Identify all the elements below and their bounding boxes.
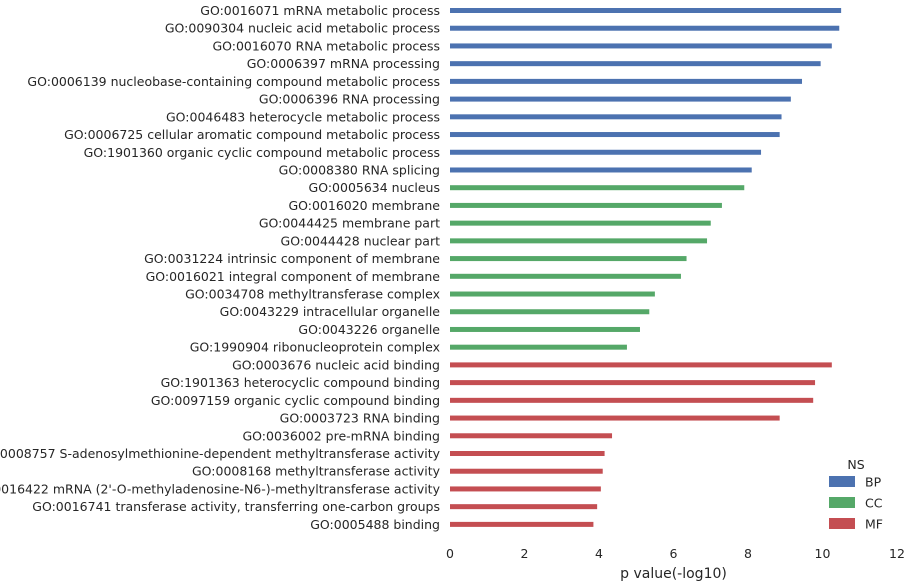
x-tick-label: 10: [815, 546, 831, 561]
x-tick-labels: 0 2 4 6 8 10 12: [446, 546, 905, 561]
bar-cc: [450, 309, 650, 315]
x-tick-label: 0: [446, 546, 454, 561]
bar-cc: [450, 220, 711, 226]
x-axis-title: p value(-log10): [620, 566, 727, 582]
category-label: GO:0016071 mRNA metabolic process: [200, 3, 440, 18]
category-label: GO:0097159 organic cyclic compound bindi…: [151, 393, 440, 408]
bar-mf: [450, 433, 613, 439]
legend-swatch-mf: [829, 518, 855, 529]
bar-mf: [450, 451, 605, 456]
category-label: GO:0044428 nuclear part: [281, 233, 441, 248]
legend-label-cc: CC: [865, 496, 883, 511]
legend-label-bp: BP: [865, 475, 882, 490]
bar-bp: [450, 149, 762, 155]
category-label: GO:0016021 integral component of membran…: [146, 269, 441, 284]
x-tick-label: 4: [595, 546, 603, 561]
category-label: GO:0016070 RNA metabolic process: [212, 38, 440, 53]
bar-bp: [450, 96, 791, 102]
bar-bp: [450, 167, 752, 173]
category-label: GO:1990904 ribonucleoprotein complex: [190, 340, 440, 355]
category-labels: GO:0016071 mRNA metabolic process GO:0090…: [0, 3, 441, 532]
category-label: GO:0006397 mRNA processing: [247, 56, 440, 71]
category-label: GO:0090304 nucleic acid metabolic proces…: [165, 21, 440, 36]
category-label: GO:1901363 heterocyclic compound binding: [161, 375, 440, 390]
x-tick-label: 8: [744, 546, 752, 561]
category-label: GO:0016422 mRNA (2'-O-methyladenosine-N6…: [0, 481, 441, 496]
bar-mf: [450, 380, 816, 386]
category-label: GO:0036002 pre-mRNA binding: [243, 428, 441, 443]
category-label: GO:0006725 cellular aromatic compound me…: [64, 127, 440, 142]
bar-cc: [450, 344, 627, 350]
category-label: GO:0016020 membrane: [288, 198, 440, 213]
bar-bp: [450, 61, 821, 67]
legend-label-mf: MF: [865, 517, 883, 532]
category-label: GO:0016741 transferase activity, transfe…: [32, 499, 440, 514]
category-label: GO:0008380 RNA splicing: [279, 162, 440, 177]
bar-bp: [450, 114, 782, 120]
bar-cc: [450, 238, 708, 244]
bar-mf: [450, 521, 594, 527]
category-label: GO:0043229 intracellular organelle: [220, 304, 441, 319]
category-label: GO:0031224 intrinsic component of membra…: [144, 251, 440, 266]
category-label: GO:0003676 nucleic acid binding: [232, 357, 440, 372]
category-label: GO:0044425 membrane part: [259, 216, 440, 231]
category-label: GO:0005634 nucleus: [309, 180, 440, 195]
legend-title: NS: [847, 457, 864, 472]
bar-cc: [450, 273, 681, 279]
bar-bp: [450, 25, 840, 31]
category-label: GO:0008168 methyltransferase activity: [192, 464, 441, 479]
legend: NS BP CC MF: [829, 457, 883, 532]
bar-cc: [450, 256, 687, 262]
bar-mf: [450, 362, 832, 368]
category-label: GO:0005488 binding: [310, 517, 440, 532]
bar-bp: [450, 78, 803, 84]
bar-cc: [450, 291, 655, 297]
bar-bp: [450, 132, 780, 138]
bar-mf: [450, 486, 601, 492]
bar-cc: [450, 326, 640, 332]
bars-group: [450, 8, 842, 527]
category-label: GO:1901360 organic cyclic compound metab…: [84, 145, 440, 160]
bar-bp: [450, 8, 842, 13]
bar-cc: [450, 185, 745, 191]
legend-swatch-cc: [829, 497, 855, 508]
category-label: GO:0008757 S-adenosylmethionine-dependen…: [0, 446, 441, 461]
bar-bp: [450, 43, 832, 49]
category-label: GO:0006396 RNA processing: [259, 92, 440, 107]
category-label: GO:0003723 RNA binding: [280, 411, 440, 426]
bar-mf: [450, 415, 780, 421]
category-label: GO:0046483 heterocycle metabolic process: [166, 109, 440, 124]
legend-swatch-bp: [829, 476, 855, 487]
x-tick-label: 12: [889, 546, 905, 561]
x-tick-label: 2: [521, 546, 529, 561]
bar-mf: [450, 468, 603, 474]
x-tick-label: 6: [670, 546, 678, 561]
category-label: GO:0034708 methyltransferase complex: [185, 287, 440, 302]
category-label: GO:0043226 organelle: [298, 322, 440, 337]
bar-mf: [450, 397, 814, 403]
category-label: GO:0006139 nucleobase-containing compoun…: [27, 74, 440, 89]
bar-mf: [450, 504, 598, 510]
bar-cc: [450, 202, 722, 208]
